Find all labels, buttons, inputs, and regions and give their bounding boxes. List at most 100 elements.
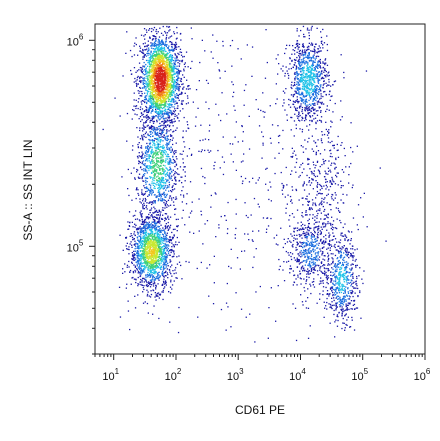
data-point	[306, 105, 308, 108]
data-point	[293, 101, 295, 103]
data-point	[298, 111, 300, 113]
data-point	[157, 114, 160, 116]
data-point	[170, 279, 172, 281]
data-point	[350, 239, 352, 242]
data-point	[289, 214, 291, 217]
data-point	[311, 171, 313, 173]
data-point	[324, 226, 326, 228]
data-point	[149, 211, 151, 214]
data-point	[335, 319, 337, 321]
data-point	[154, 137, 156, 140]
data-point	[309, 244, 312, 246]
data-point	[291, 53, 293, 55]
data-point	[300, 71, 302, 73]
data-point	[330, 204, 332, 206]
data-point	[136, 251, 138, 253]
data-point	[347, 298, 349, 300]
data-point	[332, 144, 335, 147]
data-point	[325, 286, 327, 289]
data-point	[351, 256, 353, 258]
data-point	[323, 273, 326, 275]
data-point	[147, 148, 149, 150]
data-point	[334, 163, 336, 165]
data-point	[152, 276, 154, 278]
data-point	[204, 50, 206, 52]
data-point	[331, 307, 333, 310]
data-point	[323, 80, 325, 83]
data-point	[151, 43, 153, 45]
data-point	[185, 130, 187, 132]
data-point	[172, 94, 174, 96]
data-point	[300, 52, 302, 55]
data-point	[139, 95, 141, 97]
data-point	[172, 156, 174, 158]
data-point	[287, 260, 290, 262]
data-point	[177, 331, 180, 334]
data-point	[314, 88, 316, 91]
data-point	[141, 230, 143, 232]
data-point	[125, 237, 127, 239]
data-point	[154, 127, 156, 129]
data-point	[163, 109, 166, 112]
data-point	[309, 283, 311, 285]
data-point	[133, 254, 135, 256]
data-point	[160, 41, 163, 43]
data-point	[143, 61, 145, 64]
data-point	[140, 155, 142, 157]
data-point	[291, 116, 293, 119]
data-point	[314, 253, 316, 255]
data-point	[152, 109, 154, 111]
data-point	[137, 239, 139, 241]
data-point	[165, 173, 168, 175]
data-point	[139, 250, 141, 252]
data-point	[325, 241, 327, 243]
data-point	[122, 249, 124, 251]
data-point	[309, 116, 312, 118]
data-point	[189, 212, 192, 214]
data-point	[317, 228, 319, 230]
data-point	[141, 119, 143, 121]
data-point	[149, 54, 151, 56]
data-point	[314, 249, 316, 251]
data-point	[141, 242, 143, 244]
data-point	[217, 62, 219, 64]
data-point	[312, 64, 315, 67]
data-point	[179, 153, 181, 155]
data-point	[158, 45, 160, 48]
data-point	[316, 74, 319, 76]
data-point	[146, 70, 148, 72]
data-point	[308, 249, 310, 251]
data-point	[326, 248, 328, 250]
data-point	[349, 243, 351, 245]
data-point	[224, 70, 226, 72]
data-point	[147, 223, 150, 225]
data-point	[345, 279, 347, 281]
data-point	[160, 195, 163, 197]
data-point	[158, 235, 160, 237]
data-point	[155, 129, 157, 131]
data-point	[118, 286, 121, 288]
data-point	[225, 302, 228, 304]
data-point	[134, 257, 136, 259]
data-point	[137, 285, 139, 287]
data-point	[147, 111, 149, 114]
data-point	[183, 116, 185, 119]
data-point	[140, 254, 142, 256]
data-point	[152, 189, 154, 192]
data-point	[311, 60, 313, 62]
data-point	[212, 34, 214, 36]
data-point	[306, 255, 308, 257]
data-point	[151, 106, 153, 109]
data-point	[345, 313, 347, 315]
data-point	[185, 103, 188, 105]
data-point	[145, 179, 147, 181]
data-point	[159, 215, 161, 217]
data-point	[127, 168, 129, 171]
data-point	[165, 239, 167, 241]
data-point	[297, 222, 299, 224]
data-point	[334, 294, 336, 296]
data-point	[339, 273, 341, 275]
data-point	[265, 168, 267, 170]
data-point	[163, 281, 165, 284]
data-point	[166, 47, 169, 49]
